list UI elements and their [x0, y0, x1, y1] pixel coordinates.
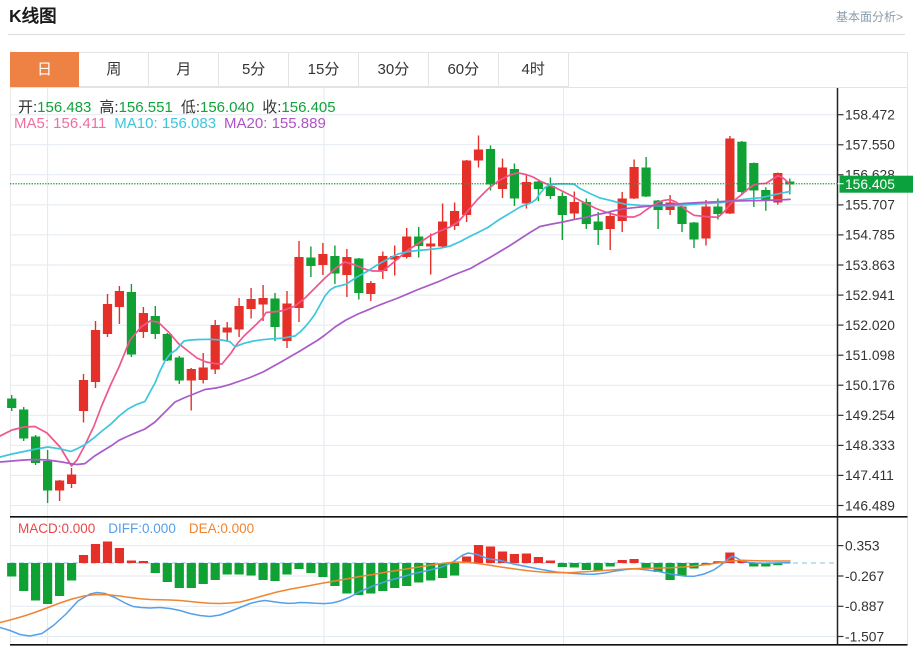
svg-text:-0.887: -0.887 [845, 599, 884, 614]
svg-text:148.333: 148.333 [845, 438, 895, 453]
svg-text:157.550: 157.550 [845, 138, 895, 153]
svg-text:152.020: 152.020 [845, 318, 895, 333]
svg-text:149.254: 149.254 [845, 408, 895, 423]
svg-text:155.707: 155.707 [845, 198, 895, 213]
svg-text:147.411: 147.411 [845, 468, 894, 483]
svg-text:156.405: 156.405 [845, 177, 895, 192]
svg-text:-0.267: -0.267 [845, 569, 884, 584]
svg-text:-1.507: -1.507 [845, 629, 884, 644]
svg-text:150.176: 150.176 [845, 378, 895, 393]
svg-text:146.489: 146.489 [845, 498, 895, 513]
svg-text:158.472: 158.472 [845, 108, 895, 123]
svg-text:153.863: 153.863 [845, 258, 895, 273]
svg-text:151.098: 151.098 [845, 348, 895, 363]
svg-text:152.941: 152.941 [845, 288, 895, 303]
svg-text:154.785: 154.785 [845, 228, 895, 243]
svg-text:0.353: 0.353 [845, 538, 880, 553]
